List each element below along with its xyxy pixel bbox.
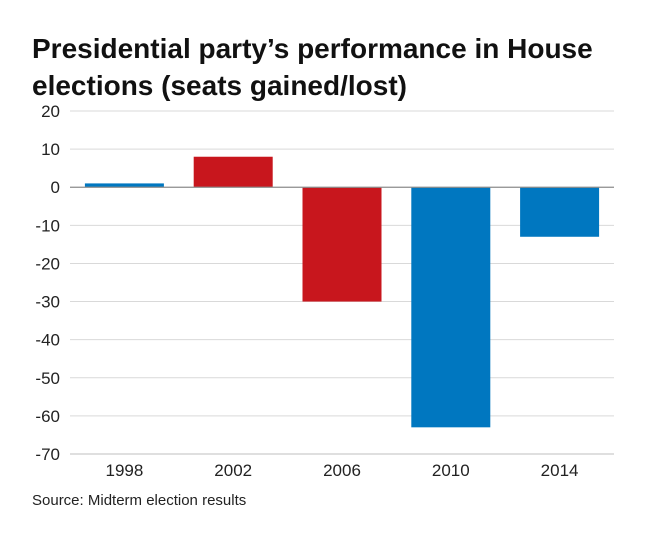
y-tick-label: -10 xyxy=(35,216,60,235)
x-tick-label: 2006 xyxy=(323,461,361,480)
x-axis-ticks: 1998 2002 2006 2010 2014 xyxy=(105,461,578,480)
y-tick-label: 20 xyxy=(41,102,60,121)
x-tick-label: 2002 xyxy=(214,461,252,480)
y-tick-label: 0 xyxy=(51,178,60,197)
y-tick-label: -30 xyxy=(35,293,60,312)
bars xyxy=(84,156,600,428)
y-tick-label: -60 xyxy=(35,407,60,426)
y-tick-label: -70 xyxy=(35,445,60,464)
bar-1998 xyxy=(84,183,164,188)
y-tick-label: 10 xyxy=(41,140,60,159)
bar-2006 xyxy=(302,187,382,302)
x-tick-label: 1998 xyxy=(105,461,143,480)
source-note: Source: Midterm election results xyxy=(32,492,247,509)
y-tick-label: -40 xyxy=(35,331,60,350)
y-tick-label: -20 xyxy=(35,254,60,273)
x-tick-label: 2010 xyxy=(432,461,470,480)
bar-2010 xyxy=(411,187,491,428)
zero-baseline xyxy=(70,186,614,455)
bar-2014 xyxy=(520,187,600,237)
x-tick-label: 2014 xyxy=(541,461,579,480)
chart-title: Presidential party’s performance in Hous… xyxy=(32,33,593,101)
bar-2002 xyxy=(193,156,273,188)
y-axis-ticks: 20 10 0 -10 -20 -30 -40 -50 -60 -70 xyxy=(35,102,60,464)
y-tick-label: -50 xyxy=(35,369,60,388)
